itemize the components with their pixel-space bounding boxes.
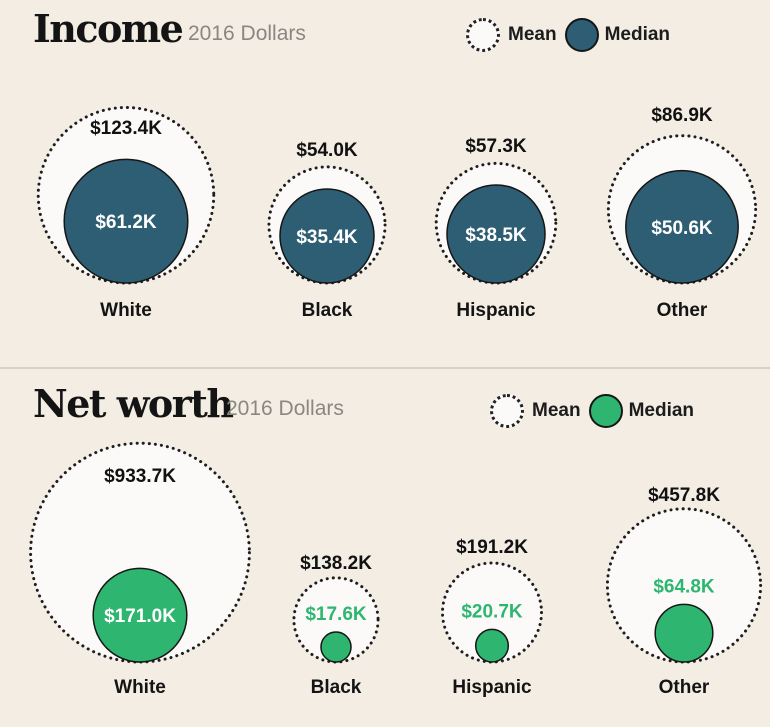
networth-median-label-hispanic: $20.7K xyxy=(461,601,523,622)
networth-median-label-black: $17.6K xyxy=(305,604,367,625)
networth-legend: Mean Median xyxy=(490,394,694,428)
legend-mean-icon xyxy=(466,18,500,52)
networth-mean-label-hispanic: $191.2K xyxy=(456,537,528,558)
income-median-label-black: $35.4K xyxy=(296,227,358,248)
income-median-bubble-hispanic xyxy=(446,184,546,284)
income-panel: Income 2016 Dollars Mean Median $123.4K $… xyxy=(33,6,758,321)
networth-bubble-chart: $933.7K $171.0K White $138.2K $17.6K Black $19… xyxy=(29,441,763,698)
income-median-bubble-white xyxy=(63,158,189,284)
networth-category-label-white: White xyxy=(114,677,166,698)
networth-mean-bubble-other xyxy=(605,507,763,664)
income-category-label-white: White xyxy=(100,300,152,321)
section-divider xyxy=(0,367,770,369)
legend-mean-label: Mean xyxy=(532,400,581,421)
legend-median-label: Median xyxy=(604,24,671,45)
networth-mean-label-other: $457.8K xyxy=(648,485,720,506)
income-category-label-hispanic: Hispanic xyxy=(456,300,536,321)
networth-title: Net worth xyxy=(33,381,234,426)
income-median-label-hispanic: $38.5K xyxy=(465,225,527,246)
income-bubble-chart: $123.4K $61.2K White $54.0K $35.4K Black $57.3… xyxy=(36,105,758,321)
networth-mean-bubble-hispanic xyxy=(440,561,544,664)
networth-median-bubble-black xyxy=(320,631,352,663)
income-median-label-other: $50.6K xyxy=(651,218,713,239)
income-mean-label-hispanic: $57.3K xyxy=(465,136,527,157)
income-title: Income xyxy=(33,6,184,51)
income-category-label-black: Black xyxy=(302,300,353,321)
income-median-label-white: $61.2K xyxy=(95,212,157,233)
networth-mean-label-black: $138.2K xyxy=(300,553,372,574)
income-median-bubble-black xyxy=(279,188,375,284)
legend-mean-label: Mean xyxy=(508,24,557,45)
legend-median-label: Median xyxy=(628,400,695,421)
income-subtitle: 2016 Dollars xyxy=(188,22,306,45)
networth-median-bubble-other xyxy=(654,603,714,663)
networth-median-label-other: $64.8K xyxy=(653,576,715,597)
networth-median-label-white: $171.0K xyxy=(104,606,176,627)
networth-category-label-hispanic: Hispanic xyxy=(452,677,532,698)
networth-category-label-black: Black xyxy=(311,677,362,698)
income-mean-label-black: $54.0K xyxy=(296,140,358,161)
networth-median-bubble-hispanic xyxy=(474,628,510,663)
income-median-bubble-other xyxy=(625,169,739,284)
income-mean-label-other: $86.9K xyxy=(651,105,713,126)
legend-mean-icon xyxy=(490,394,524,428)
income-category-label-other: Other xyxy=(657,300,708,321)
income-mean-label-white: $123.4K xyxy=(90,118,162,139)
legend-median-icon xyxy=(588,394,623,428)
legend-median-icon xyxy=(564,18,599,52)
networth-mean-label-white: $933.7K xyxy=(104,466,176,487)
income-legend: Mean Median xyxy=(466,18,670,52)
networth-panel: Net worth 2016 Dollars Mean Median $933.… xyxy=(0,369,770,727)
networth-category-label-other: Other xyxy=(659,677,710,698)
networth-median-bubble-white xyxy=(92,567,188,663)
networth-subtitle: 2016 Dollars xyxy=(226,397,344,420)
